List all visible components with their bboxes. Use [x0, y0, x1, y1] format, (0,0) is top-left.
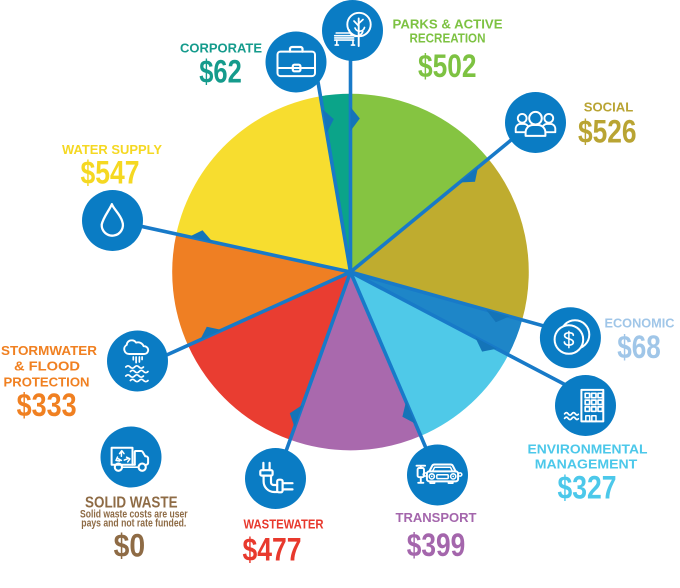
svg-text:WATER SUPPLY: WATER SUPPLY [62, 142, 162, 157]
svg-text:TRANSPORT: TRANSPORT [396, 510, 477, 525]
svg-text:$502: $502 [418, 48, 477, 84]
svg-text:$327: $327 [558, 470, 617, 506]
svg-text:pays and not rate funded.: pays and not rate funded. [81, 517, 186, 529]
svg-text:PARKS & ACTIVE: PARKS & ACTIVE [393, 17, 503, 32]
svg-text:$547: $547 [81, 155, 140, 191]
svg-text:$0: $0 [114, 528, 146, 564]
svg-text:SOLID WASTE: SOLID WASTE [85, 494, 178, 511]
svg-text:$62: $62 [199, 54, 242, 90]
svg-text:& FLOOD: & FLOOD [14, 358, 80, 373]
svg-text:CORPORATE: CORPORATE [180, 41, 262, 56]
svg-text:$333: $333 [17, 387, 77, 423]
svg-text:$477: $477 [243, 532, 302, 568]
svg-text:$399: $399 [407, 527, 466, 563]
svg-text:SOCIAL: SOCIAL [584, 99, 634, 114]
svg-text:$526: $526 [578, 114, 637, 150]
svg-text:ECONOMIC: ECONOMIC [605, 315, 676, 330]
svg-text:ENVIRONMENTAL: ENVIRONMENTAL [528, 442, 648, 457]
svg-text:Solid waste costs are user: Solid waste costs are user [80, 509, 188, 521]
svg-text:$68: $68 [617, 329, 661, 365]
svg-text:STORMWATER: STORMWATER [1, 343, 98, 358]
svg-text:RECREATION: RECREATION [410, 30, 486, 45]
svg-text:MANAGEMENT: MANAGEMENT [535, 457, 638, 472]
svg-text:PROTECTION: PROTECTION [4, 375, 90, 390]
svg-text:WASTEWATER: WASTEWATER [244, 517, 325, 532]
